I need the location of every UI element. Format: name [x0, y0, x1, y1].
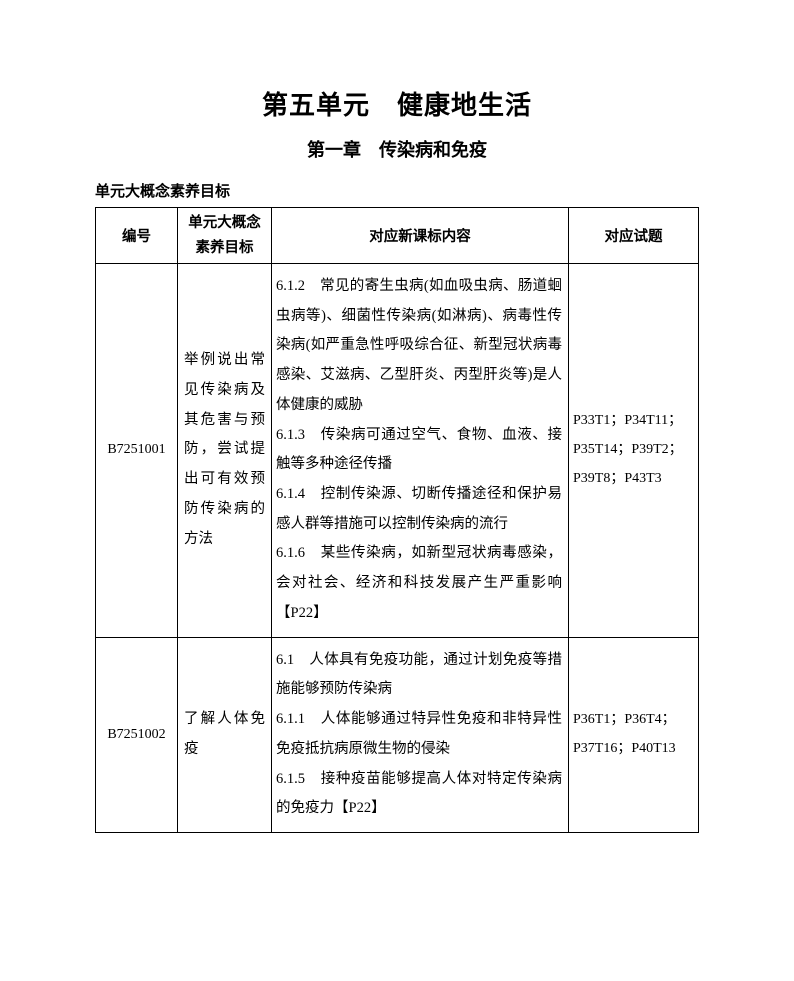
header-goal: 单元大概念 素养目标: [178, 208, 272, 264]
section-label: 单元大概念素养目标: [95, 180, 699, 201]
header-questions: 对应试题: [569, 208, 699, 264]
cell-id-0: B7251001: [96, 264, 178, 638]
cell-content-0: 6.1.2 常见的寄生虫病(如血吸虫病、肠道蛔虫病等)、细菌性传染病(如淋病)、…: [272, 264, 569, 638]
cell-questions-0: P33T1；P34T11；P35T14；P39T2；P39T8；P43T3: [569, 264, 699, 638]
header-content: 对应新课标内容: [272, 208, 569, 264]
table-row: B7251002 了解人体免疫 6.1 人体具有免疫功能，通过计划免疫等措施能够…: [96, 637, 699, 832]
header-goal-line1: 单元大概念: [188, 215, 261, 231]
main-title: 第五单元 健康地生活: [95, 85, 699, 122]
cell-goal-0: 举例说出常见传染病及其危害与预防，尝试提出可有效预防传染病的方法: [178, 264, 272, 638]
objectives-table: 编号 单元大概念 素养目标 对应新课标内容 对应试题 B7251001 举例说出…: [95, 207, 699, 833]
cell-goal-1: 了解人体免疫: [178, 637, 272, 832]
header-goal-line2: 素养目标: [196, 240, 254, 256]
header-id: 编号: [96, 208, 178, 264]
table-header-row: 编号 单元大概念 素养目标 对应新课标内容 对应试题: [96, 208, 699, 264]
cell-questions-1: P36T1；P36T4；P37T16；P40T13: [569, 637, 699, 832]
table-row: B7251001 举例说出常见传染病及其危害与预防，尝试提出可有效预防传染病的方…: [96, 264, 699, 638]
cell-content-1: 6.1 人体具有免疫功能，通过计划免疫等措施能够预防传染病6.1.1 人体能够通…: [272, 637, 569, 832]
cell-id-1: B7251002: [96, 637, 178, 832]
sub-title: 第一章 传染病和免疫: [95, 136, 699, 162]
